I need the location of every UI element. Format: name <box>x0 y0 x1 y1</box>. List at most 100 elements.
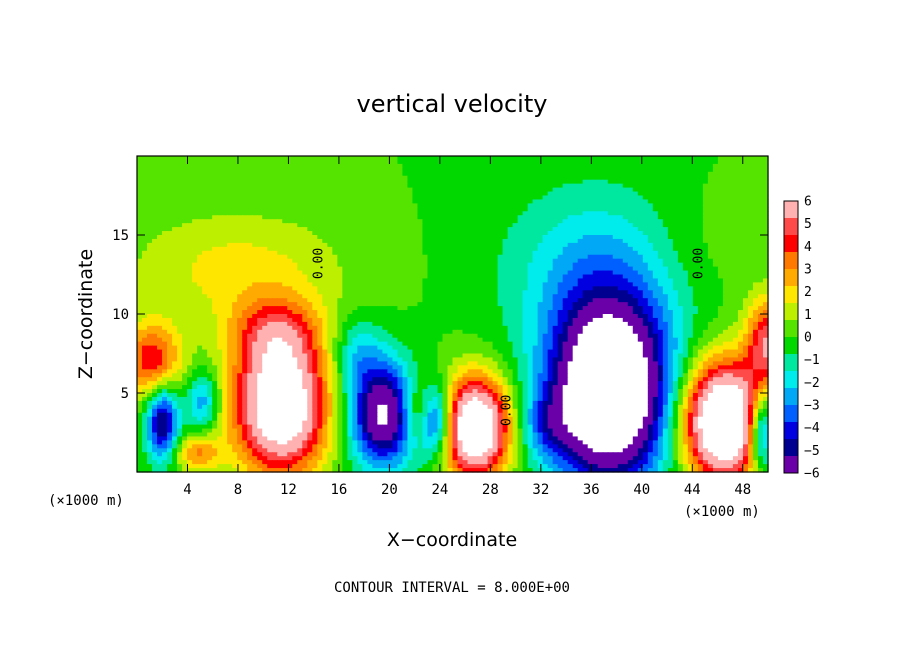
field-cell <box>487 191 494 197</box>
field-cell <box>557 235 564 240</box>
field-cell <box>612 183 619 189</box>
field-cell <box>462 254 469 260</box>
field-cell <box>687 211 694 216</box>
field-cell <box>392 294 399 299</box>
field-cell <box>537 187 544 193</box>
field-cell <box>232 195 238 201</box>
field-cell <box>332 254 338 260</box>
field-cell <box>262 290 268 295</box>
field-cell <box>472 242 479 248</box>
field-cell <box>202 223 208 228</box>
field-cell <box>607 156 614 161</box>
field-cell <box>382 179 388 185</box>
field-cell <box>732 270 739 276</box>
field-cell <box>192 250 198 256</box>
field-cell <box>392 219 399 224</box>
field-cell <box>692 175 699 181</box>
field-cell <box>487 199 494 204</box>
field-cell <box>752 156 759 161</box>
field-cell <box>372 156 378 161</box>
field-cell <box>682 270 689 276</box>
field-cell <box>727 187 734 193</box>
field-cell <box>402 183 409 189</box>
field-cell <box>302 254 308 260</box>
field-cell <box>217 286 223 291</box>
field-cell <box>177 187 183 193</box>
field-cell <box>552 286 559 291</box>
field-cell <box>307 207 313 212</box>
field-cell <box>512 231 519 236</box>
field-cell <box>687 183 694 189</box>
field-cell <box>427 159 434 165</box>
field-cell <box>187 290 193 295</box>
field-cell <box>302 167 308 173</box>
field-cell <box>737 274 744 280</box>
field-cell <box>292 167 298 173</box>
field-cell <box>462 156 469 161</box>
field-cell <box>437 274 444 280</box>
field-cell <box>632 290 639 295</box>
field-cell <box>137 227 143 232</box>
field-cell <box>732 306 739 311</box>
field-cell <box>432 199 439 204</box>
field-cell <box>212 262 218 268</box>
field-cell <box>432 223 439 228</box>
field-cell <box>327 286 333 291</box>
field-cell <box>602 195 609 201</box>
field-cell <box>272 298 278 303</box>
field-cell <box>202 262 208 268</box>
field-cell <box>477 211 484 216</box>
field-cell <box>652 302 659 307</box>
field-cell <box>237 227 243 232</box>
field-cell <box>562 274 569 280</box>
field-cell <box>577 270 584 276</box>
field-cell <box>147 250 153 256</box>
field-cell <box>467 231 474 236</box>
field-cell <box>342 282 348 287</box>
field-cell <box>562 246 569 252</box>
field-cell <box>582 183 589 189</box>
field-cell <box>702 195 709 201</box>
field-cell <box>292 207 298 212</box>
field-cell <box>347 231 353 236</box>
field-cell <box>257 171 263 177</box>
field-cell <box>737 250 744 256</box>
field-cell <box>697 306 704 311</box>
field-cell <box>162 290 168 295</box>
field-cell <box>617 298 624 303</box>
field-cell <box>352 167 358 173</box>
field-cell <box>762 203 769 208</box>
field-cell <box>597 215 604 220</box>
field-cell <box>477 250 484 256</box>
field-cell <box>407 163 414 169</box>
field-cell <box>627 167 634 173</box>
field-cell <box>697 270 704 276</box>
field-cell <box>557 262 564 268</box>
field-cell <box>202 250 208 256</box>
field-cell <box>257 286 263 291</box>
field-cell <box>247 207 253 212</box>
field-cell <box>347 274 353 280</box>
field-cell <box>597 159 604 165</box>
field-cell <box>407 250 414 256</box>
field-cell <box>637 211 644 216</box>
field-cell <box>417 195 424 201</box>
field-cell <box>187 254 193 260</box>
field-cell <box>352 211 358 216</box>
field-cell <box>232 266 238 272</box>
field-cell <box>522 290 529 295</box>
field-cell <box>367 242 373 248</box>
field-cell <box>757 187 764 193</box>
field-cell <box>162 274 168 280</box>
field-cell <box>272 183 278 189</box>
field-cell <box>377 270 383 276</box>
field-cell <box>732 183 739 189</box>
field-cell <box>482 231 489 236</box>
field-cell <box>757 156 764 161</box>
field-cell <box>492 282 499 287</box>
field-cell <box>672 156 679 161</box>
field-cell <box>267 242 273 248</box>
field-cell <box>142 262 148 268</box>
field-cell <box>417 219 424 224</box>
field-cell <box>317 219 323 224</box>
